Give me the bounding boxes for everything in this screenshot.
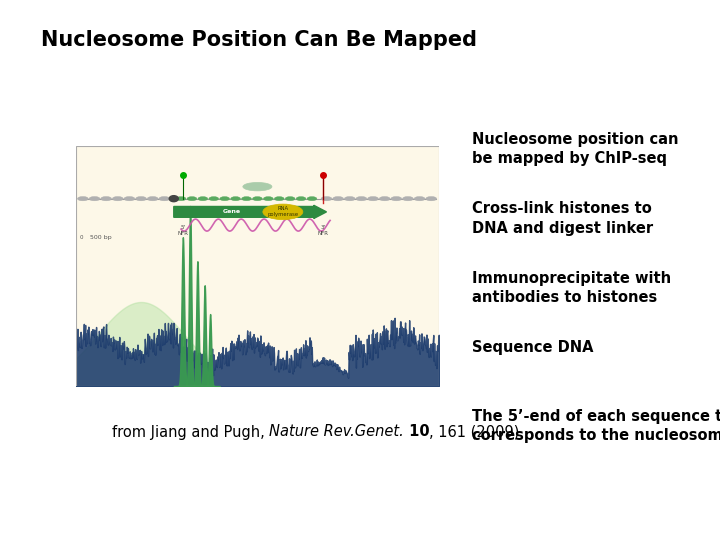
- Text: Nature Rev.Genet.: Nature Rev.Genet.: [269, 424, 404, 440]
- Ellipse shape: [101, 197, 112, 201]
- Ellipse shape: [344, 197, 355, 201]
- Ellipse shape: [263, 204, 303, 220]
- Ellipse shape: [414, 197, 425, 201]
- Ellipse shape: [176, 197, 186, 201]
- Ellipse shape: [198, 197, 208, 201]
- Text: , 161 (2009): , 161 (2009): [429, 424, 520, 440]
- Text: 3'
NFR: 3' NFR: [318, 225, 328, 236]
- Ellipse shape: [169, 195, 179, 201]
- Ellipse shape: [147, 197, 158, 201]
- Text: The 5’-end of each sequence tag
corresponds to the nucleosome border: The 5’-end of each sequence tag correspo…: [472, 409, 720, 443]
- Ellipse shape: [285, 197, 295, 201]
- Text: Cross-link histones to
DNA and digest linker: Cross-link histones to DNA and digest li…: [472, 201, 653, 235]
- Ellipse shape: [426, 197, 436, 201]
- Ellipse shape: [209, 197, 219, 201]
- Text: 0: 0: [79, 234, 83, 240]
- Ellipse shape: [187, 197, 197, 201]
- Text: from Jiang and Pugh,: from Jiang and Pugh,: [112, 424, 269, 440]
- Ellipse shape: [124, 197, 135, 201]
- Text: Gene: Gene: [223, 210, 241, 214]
- Ellipse shape: [274, 197, 284, 201]
- Ellipse shape: [356, 197, 367, 201]
- Ellipse shape: [264, 197, 273, 201]
- Ellipse shape: [220, 197, 230, 201]
- Ellipse shape: [402, 197, 413, 201]
- Ellipse shape: [242, 197, 251, 201]
- Ellipse shape: [333, 197, 343, 201]
- Ellipse shape: [243, 183, 272, 191]
- Ellipse shape: [78, 197, 89, 201]
- Ellipse shape: [135, 197, 146, 201]
- Ellipse shape: [159, 197, 170, 201]
- Text: Immunoprecipitate with
antibodies to histones: Immunoprecipitate with antibodies to his…: [472, 271, 671, 305]
- Text: 500 bp: 500 bp: [90, 234, 112, 240]
- Ellipse shape: [307, 197, 317, 201]
- Text: 10: 10: [404, 424, 429, 440]
- Text: Sequence DNA: Sequence DNA: [472, 340, 593, 355]
- Ellipse shape: [391, 197, 402, 201]
- Ellipse shape: [253, 197, 262, 201]
- Ellipse shape: [296, 197, 306, 201]
- Text: RNA
polymerase: RNA polymerase: [267, 206, 298, 217]
- Ellipse shape: [379, 197, 390, 201]
- Ellipse shape: [112, 197, 123, 201]
- Text: 5'
NFR: 5' NFR: [177, 225, 189, 236]
- Ellipse shape: [368, 197, 379, 201]
- Ellipse shape: [230, 197, 240, 201]
- Ellipse shape: [89, 197, 100, 201]
- Text: Nucleosome position can
be mapped by ChIP-seq: Nucleosome position can be mapped by ChI…: [472, 132, 678, 166]
- FancyArrow shape: [174, 205, 326, 219]
- Text: Nucleosome Position Can Be Mapped: Nucleosome Position Can Be Mapped: [41, 30, 477, 50]
- Ellipse shape: [321, 197, 332, 201]
